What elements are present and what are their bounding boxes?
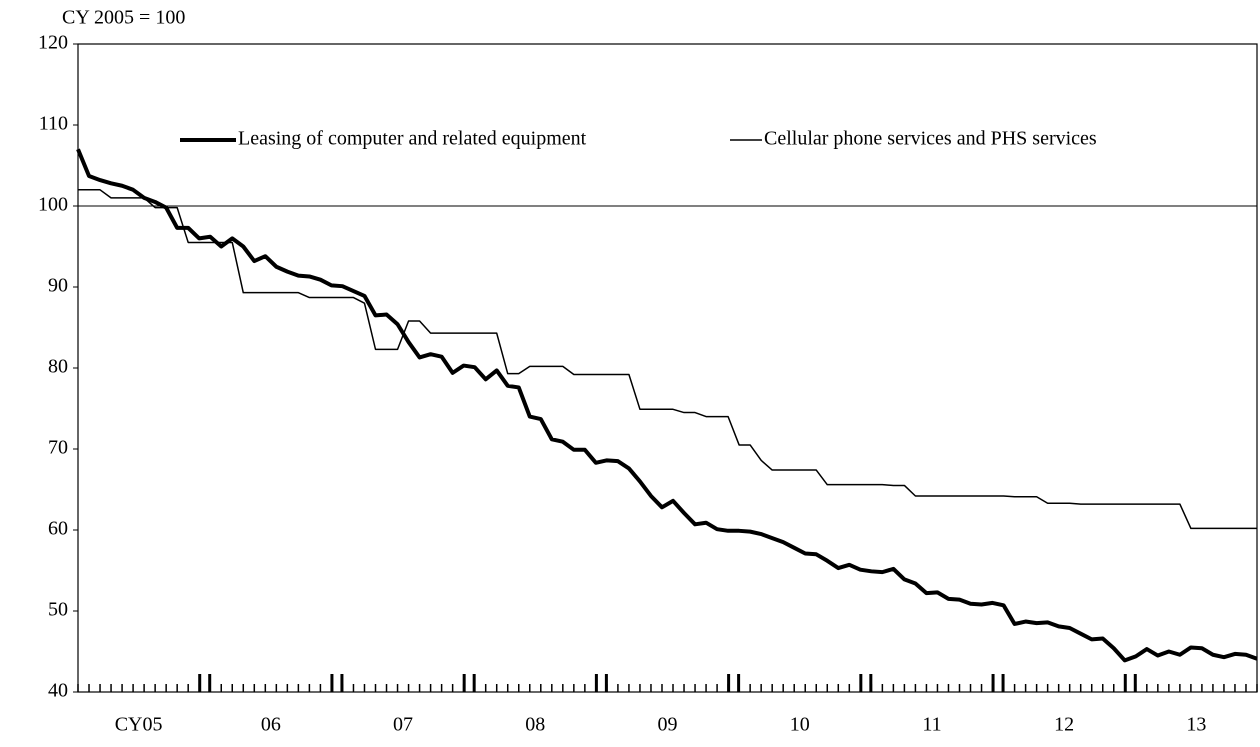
x-tick-label: 11 — [922, 714, 941, 736]
series-line — [76, 148, 1258, 663]
x-tick-label: 09 — [658, 714, 678, 736]
legend-label: Cellular phone services and PHS services — [764, 128, 1097, 150]
x-tick-label: 12 — [1054, 714, 1074, 736]
y-axis-label: CY 2005 = 100 — [62, 7, 185, 29]
x-tick-label: 08 — [525, 714, 545, 736]
y-tick-label: 90 — [48, 275, 68, 297]
x-tick-label: 06 — [261, 714, 281, 736]
series-line — [78, 189, 1257, 530]
x-tick-label: 07 — [393, 714, 413, 736]
y-tick-label: 120 — [38, 32, 68, 54]
y-tick-label: 70 — [48, 437, 68, 459]
x-tick-label: 13 — [1186, 714, 1206, 736]
y-tick-label: 110 — [39, 113, 68, 135]
y-tick-label: 60 — [48, 518, 68, 540]
x-tick-label: 10 — [790, 714, 810, 736]
y-tick-label: 50 — [48, 599, 68, 621]
x-tick-label: CY05 — [115, 714, 163, 736]
y-tick-label: 80 — [48, 356, 68, 378]
y-tick-label: 100 — [38, 194, 68, 216]
y-tick-label: 40 — [48, 680, 68, 702]
legend-label: Leasing of computer and related equipmen… — [238, 128, 587, 150]
